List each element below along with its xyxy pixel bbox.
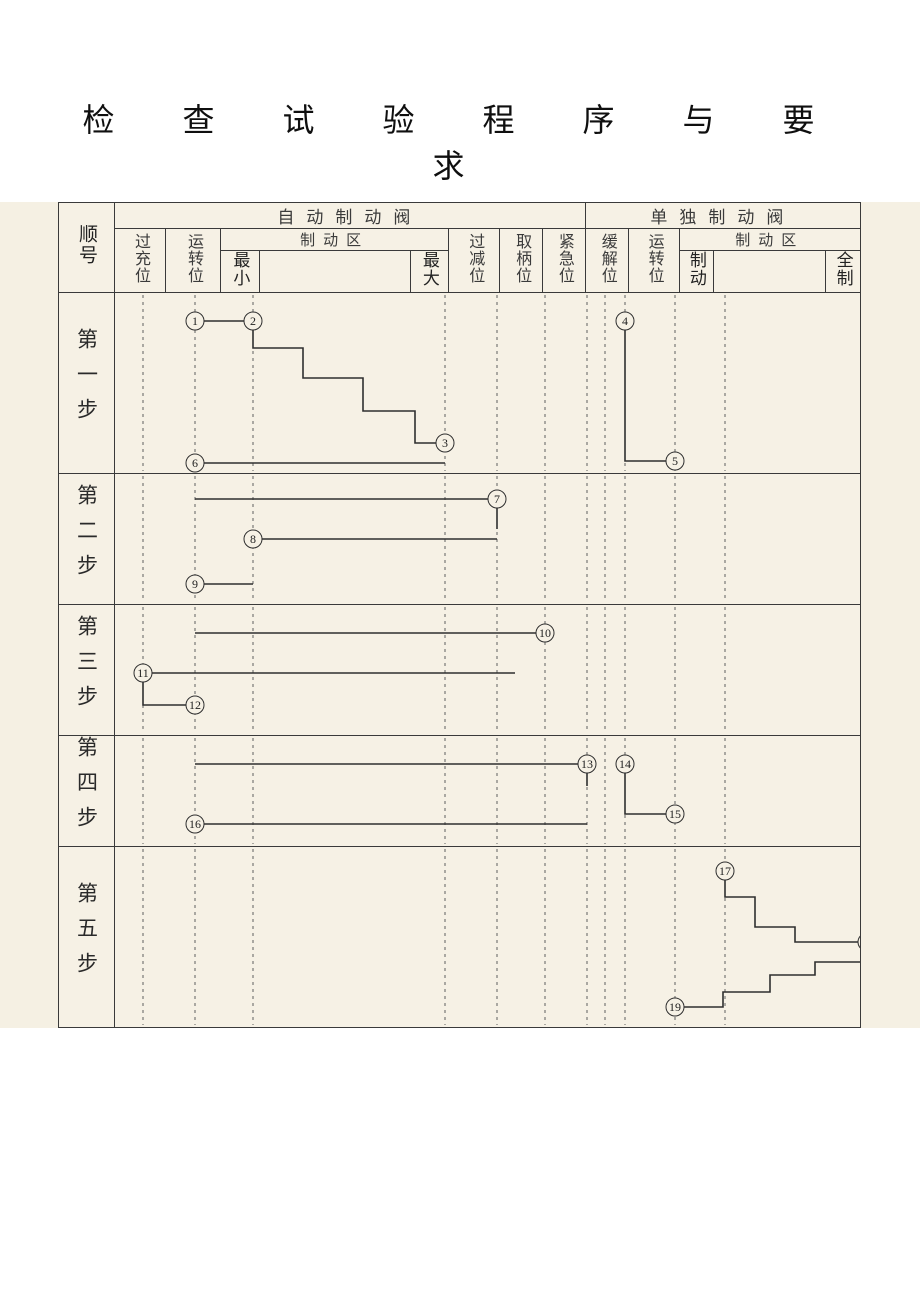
col-full: 全制 xyxy=(831,251,856,287)
col-overcharge: 过充位 xyxy=(128,233,152,284)
step4-cell: 13 14 15 16 xyxy=(115,736,861,847)
svg-text:14: 14 xyxy=(619,757,631,771)
step1-label: 第一步 xyxy=(72,328,102,433)
step3-label: 第三步 xyxy=(72,615,102,720)
col-max: 最大 xyxy=(417,251,442,287)
svg-text:7: 7 xyxy=(494,492,500,506)
svg-text:9: 9 xyxy=(192,577,198,591)
svg-text:4: 4 xyxy=(622,314,628,328)
step2-cell: 7 8 9 xyxy=(115,474,861,605)
svg-text:11: 11 xyxy=(137,666,149,680)
step4-label: 第四步 xyxy=(72,736,102,841)
svg-text:8: 8 xyxy=(250,532,256,546)
col-handle: 取柄位 xyxy=(509,233,533,284)
col-release: 缓解位 xyxy=(595,233,619,284)
step5-cell: 171819 xyxy=(115,847,861,1028)
svg-text:3: 3 xyxy=(442,436,448,450)
step1-cell: 1 2 3 4 5 6 xyxy=(115,293,861,474)
col-run2: 运转位 xyxy=(642,233,666,284)
svg-text:16: 16 xyxy=(189,817,201,831)
brake-zone-auto: 制动区 xyxy=(220,229,448,251)
svg-text:1: 1 xyxy=(192,314,198,328)
col-run: 运转位 xyxy=(181,233,205,284)
brake-zone-single: 制动区 xyxy=(679,229,860,251)
col-emergency: 紧急位 xyxy=(552,233,576,284)
svg-text:19: 19 xyxy=(669,1000,681,1014)
step2-label: 第二步 xyxy=(72,484,102,589)
svg-text:10: 10 xyxy=(539,626,551,640)
svg-text:15: 15 xyxy=(669,807,681,821)
svg-text:17: 17 xyxy=(719,864,731,878)
col-seq: 顺号 xyxy=(73,224,100,266)
svg-text:2: 2 xyxy=(250,314,256,328)
group-single: 单独制动阀 xyxy=(585,203,860,229)
col-min: 最小 xyxy=(227,251,252,287)
step3-cell: 10 11 12 xyxy=(115,605,861,736)
step5-label: 第五步 xyxy=(72,882,102,987)
svg-text:6: 6 xyxy=(192,456,198,470)
col-brake2: 制动 xyxy=(684,251,709,287)
procedure-table: 顺号 自动制动阀 单独制动阀 过充位 运转位 制动区 过减位 取柄位 紧急位 缓… xyxy=(58,202,861,1028)
page-title: 检查试验程序与要求 xyxy=(0,0,920,202)
svg-text:5: 5 xyxy=(672,454,678,468)
group-auto: 自动制动阀 xyxy=(115,203,586,229)
svg-text:13: 13 xyxy=(581,757,593,771)
col-reduce: 过减位 xyxy=(462,233,486,284)
svg-text:12: 12 xyxy=(189,698,201,712)
